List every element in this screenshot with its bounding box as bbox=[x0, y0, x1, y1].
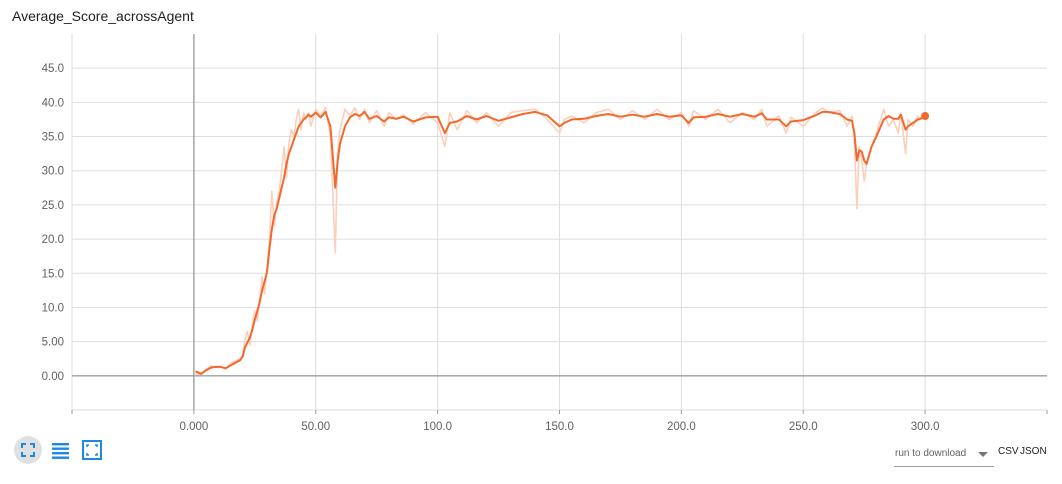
fit-domain-button[interactable] bbox=[14, 436, 42, 464]
y-tick-label: 15.0 bbox=[42, 268, 64, 280]
y-tick-label: 30.0 bbox=[42, 166, 64, 178]
axis-layer bbox=[72, 34, 1047, 410]
y-tick-label: 45.0 bbox=[42, 63, 64, 75]
toggle-log-scale-icon bbox=[52, 443, 69, 459]
y-tick-label: 10.0 bbox=[42, 302, 64, 314]
grid-layer bbox=[71, 34, 1048, 414]
x-tick-label: 200.0 bbox=[667, 421, 696, 430]
csv-download-link[interactable]: CSV bbox=[998, 446, 1019, 457]
raw-series-line bbox=[195, 107, 926, 376]
x-tick-label: 250.0 bbox=[789, 421, 818, 430]
toggle-log-scale-button[interactable] bbox=[46, 436, 74, 464]
line-chart[interactable]: 0.00 5.00 10.0 15.0 20.0 25.0 30.0 35.0 40.0 45.0… bbox=[0, 0, 1062, 430]
y-tick-label: 35.0 bbox=[42, 132, 64, 144]
y-tick-label: 5.00 bbox=[42, 337, 64, 349]
y-tick-label: 20.0 bbox=[42, 234, 64, 246]
series-layer bbox=[195, 107, 930, 376]
x-tick-label: 300.0 bbox=[911, 421, 940, 430]
last-point-marker bbox=[921, 112, 930, 121]
x-tick-label: 0.000 bbox=[179, 421, 208, 430]
x-tick-label: 100.0 bbox=[423, 421, 452, 430]
run-to-download-select[interactable]: run to download bbox=[894, 442, 994, 467]
run-to-download-label: run to download bbox=[895, 448, 967, 459]
y-tick-label: 0.00 bbox=[42, 371, 64, 383]
tick-labels: 0.00 5.00 10.0 15.0 20.0 25.0 30.0 35.0 40.0 45.0… bbox=[42, 63, 940, 430]
expand-chart-button[interactable] bbox=[78, 436, 106, 464]
dropdown-arrow-icon bbox=[978, 452, 988, 457]
smoothed-series-line bbox=[195, 110, 927, 375]
fit-domain-icon bbox=[21, 443, 35, 457]
chart-title: Average_Score_acrossAgent bbox=[12, 8, 194, 24]
x-tick-label: 150.0 bbox=[545, 421, 574, 430]
x-tick-label: 50.00 bbox=[301, 421, 330, 430]
expand-chart-icon bbox=[82, 440, 102, 460]
y-tick-label: 40.0 bbox=[42, 97, 64, 109]
y-tick-label: 25.0 bbox=[42, 200, 64, 212]
json-download-link[interactable]: JSON bbox=[1020, 446, 1047, 457]
